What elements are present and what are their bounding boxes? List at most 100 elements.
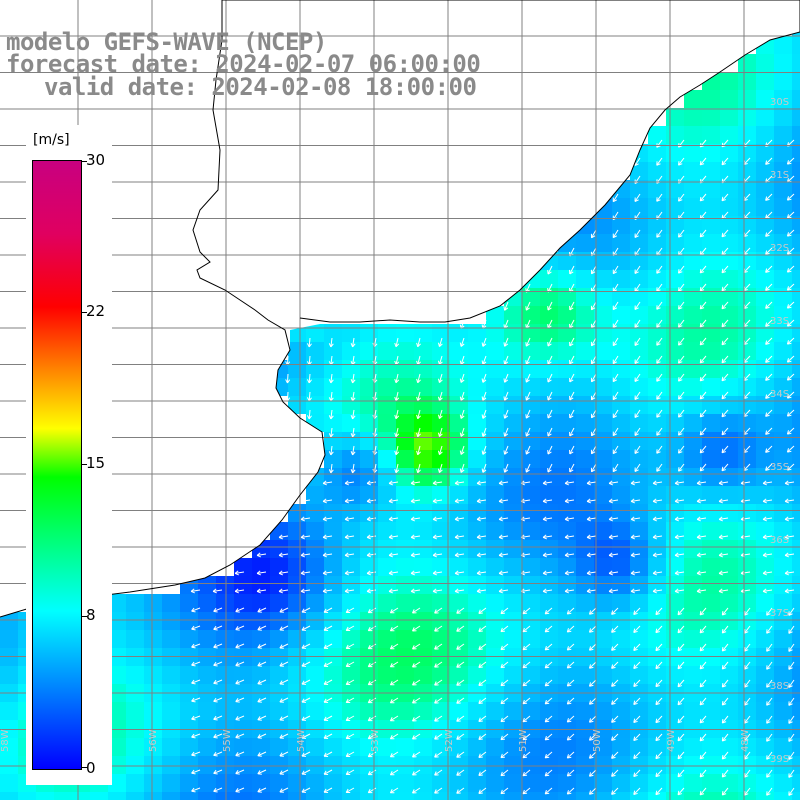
wind-arrow-head <box>678 325 683 328</box>
wind-speed-cell <box>684 486 702 504</box>
wind-arrow <box>456 787 465 794</box>
wind-arrow <box>257 787 267 793</box>
wind-speed-cell <box>486 558 504 576</box>
wind-arrow <box>455 481 465 484</box>
wind-speed-cell <box>324 378 342 396</box>
wind-arrow <box>301 499 311 502</box>
wind-arrow-head <box>235 680 239 684</box>
wind-speed-cell <box>702 108 720 126</box>
wind-arrow-head <box>389 753 393 758</box>
wind-arrow <box>323 535 333 538</box>
wind-arrow-head <box>235 719 240 721</box>
wind-speed-cell <box>684 666 702 684</box>
wind-arrow <box>744 751 751 760</box>
wind-speed-cell <box>504 612 522 630</box>
wind-arrow-head <box>330 415 334 420</box>
wind-speed-cell <box>234 594 252 612</box>
wind-arrow-head <box>476 518 482 522</box>
wind-speed-cell <box>540 414 558 432</box>
wind-arrow <box>522 679 531 687</box>
wind-arrow <box>675 589 685 592</box>
wind-speed-cell <box>486 450 504 468</box>
wind-arrow <box>765 337 773 345</box>
wind-arrow <box>655 715 663 723</box>
wind-arrow <box>699 715 707 724</box>
wind-arrow-head <box>655 718 658 723</box>
wind-arrow-head <box>522 645 525 650</box>
wind-speed-cell <box>666 630 684 648</box>
wind-speed-cell <box>306 486 324 504</box>
wind-arrow <box>301 679 311 685</box>
wind-speed-cell <box>468 576 486 594</box>
wind-arrow-head <box>547 307 552 311</box>
wind-arrow <box>500 715 509 723</box>
wind-arrow <box>656 319 663 328</box>
wind-arrow-head <box>655 700 658 705</box>
wind-speed-cell <box>108 630 126 648</box>
wind-arrow-head <box>656 415 661 418</box>
wind-arrow-head <box>257 626 261 631</box>
wind-arrow <box>191 625 201 630</box>
wind-arrow <box>634 355 641 364</box>
wind-arrow-head <box>784 570 789 574</box>
wind-arrow-head <box>589 774 594 777</box>
wind-arrow <box>330 427 333 437</box>
longitude-label: 52W <box>444 729 455 752</box>
wind-arrow-head <box>784 498 789 502</box>
wind-speed-cell <box>702 144 720 162</box>
wind-speed-cell <box>666 756 684 774</box>
wind-arrow-head <box>366 516 371 520</box>
wind-speed-cell <box>774 378 792 396</box>
wind-arrow <box>330 373 333 383</box>
wind-arrow-head <box>652 552 657 556</box>
wind-arrow <box>395 355 399 365</box>
wind-arrow-head <box>412 663 415 668</box>
wind-arrow-head <box>300 552 305 556</box>
wind-speed-cell <box>774 234 792 252</box>
wind-arrow <box>653 481 663 484</box>
wind-arrow-head <box>482 397 487 401</box>
wind-arrow-head <box>459 378 462 383</box>
wind-arrow-head <box>699 628 702 633</box>
wind-arrow-head <box>503 306 506 311</box>
wind-arrow-head <box>388 554 394 558</box>
wind-arrow <box>477 481 487 484</box>
wind-speed-cell <box>342 792 360 800</box>
wind-arrow-head <box>722 613 727 616</box>
wind-speed-cell <box>252 576 270 594</box>
wind-arrow-head <box>545 756 550 759</box>
wind-arrow-head <box>500 774 505 777</box>
wind-arrow-head <box>522 735 525 740</box>
wind-arrow-head <box>544 753 547 759</box>
wind-speed-cell <box>378 774 396 792</box>
wind-arrow-head <box>476 500 482 504</box>
wind-speed-cell <box>342 396 360 414</box>
wind-arrow-head <box>478 789 481 794</box>
wind-speed-cell <box>720 162 738 180</box>
wind-arrow-head <box>330 379 334 384</box>
wind-arrow-head <box>699 412 702 418</box>
wind-speed-cell <box>648 738 666 756</box>
wind-arrow <box>719 589 729 592</box>
wind-speed-cell <box>468 738 486 756</box>
wind-speed-cell <box>288 504 306 522</box>
wind-speed-cell <box>324 522 342 540</box>
wind-speed-cell <box>540 558 558 576</box>
wind-speed-cell <box>684 468 702 486</box>
wind-arrow-head <box>699 430 702 436</box>
wind-speed-cell <box>648 486 666 504</box>
wind-speed-cell <box>612 558 630 576</box>
wind-arrow-head <box>498 518 504 522</box>
wind-speed-cell <box>324 342 342 360</box>
wind-arrow-head <box>633 628 636 633</box>
wind-speed-cell <box>684 414 702 432</box>
wind-speed-cell <box>324 324 342 342</box>
wind-arrow-head <box>765 324 770 327</box>
wind-arrow-head <box>696 570 701 574</box>
wind-arrow-head <box>630 498 635 502</box>
wind-arrow-head <box>786 304 790 309</box>
wind-arrow-head <box>589 738 594 741</box>
wind-speed-cell <box>576 432 594 450</box>
wind-speed-cell <box>162 594 180 612</box>
wind-arrow <box>499 481 509 484</box>
